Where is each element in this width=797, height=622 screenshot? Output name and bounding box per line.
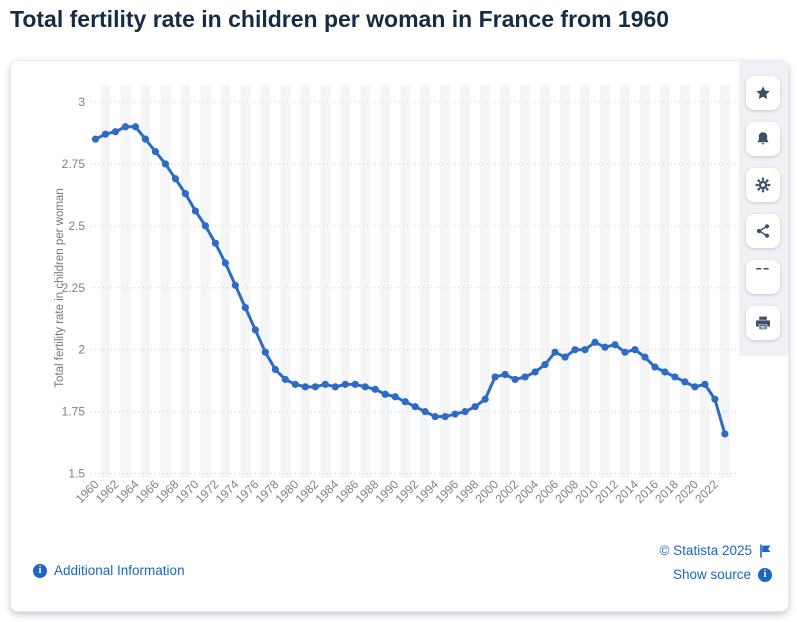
svg-text:2022: 2022 [692,477,721,506]
svg-text:2: 2 [78,343,85,357]
info-icon: i [33,563,47,578]
share-button[interactable] [746,214,780,248]
info-icon: i [758,567,772,582]
print-button[interactable] [746,306,780,340]
cite-button[interactable]: “ [746,260,780,294]
alert-button[interactable] [746,122,780,156]
favorite-button[interactable] [746,76,780,110]
settings-button[interactable] [746,168,780,202]
svg-text:1.5: 1.5 [68,467,85,481]
fertility-line-chart: 32.752.52.2521.751.519601962196419661968… [54,85,739,506]
star-icon [755,85,771,101]
svg-text:3: 3 [78,95,85,109]
quote-icon: “ [753,268,773,286]
svg-text:2.25: 2.25 [62,281,86,295]
statista-copyright: © Statista 2025 [659,543,772,558]
page-title: Total fertility rate in children per wom… [10,6,670,32]
gear-icon [755,177,771,193]
additional-information-label: Additional Information [54,563,185,578]
printer-icon [755,315,771,331]
svg-text:Total fertility rate in childr: Total fertility rate in children per wom… [54,188,66,387]
svg-text:2.5: 2.5 [68,219,85,233]
share-icon [755,223,771,239]
svg-text:2.75: 2.75 [62,157,86,171]
action-icon-rail: “ [739,61,788,356]
additional-information-link[interactable]: i Additional Information [33,563,185,578]
show-source-link[interactable]: Show source i [673,567,772,582]
show-source-label: Show source [672,567,751,582]
copyright-label: © Statista 2025 [659,543,752,558]
chart-card: 3 2.75 2.5 2.25 2 1.75 1.5 1960 1962 1964 1966 1968… [10,60,789,612]
svg-text:1.75: 1.75 [62,405,86,419]
bell-icon [755,131,771,147]
flag-icon[interactable] [759,543,772,558]
